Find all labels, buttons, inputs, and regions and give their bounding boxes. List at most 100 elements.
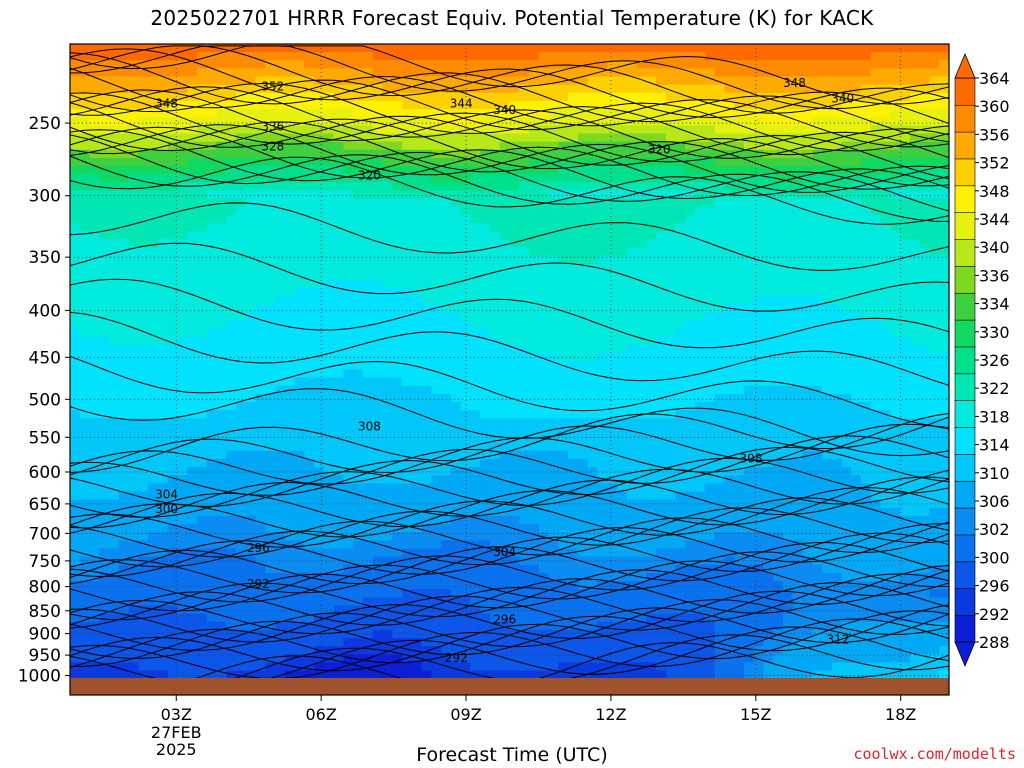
field-cell [411, 141, 423, 151]
field-cell [372, 174, 384, 183]
field-cell [538, 320, 550, 330]
field-cell [919, 328, 931, 338]
field-cell [538, 271, 550, 281]
field-cell [255, 288, 266, 297]
field-cell [138, 231, 149, 240]
field-cell [802, 84, 813, 94]
field-cell [851, 190, 862, 200]
field-cell [314, 402, 325, 411]
field-cell [900, 271, 911, 281]
field-cell [70, 141, 81, 151]
field-cell [138, 467, 149, 476]
field-cell [489, 271, 501, 281]
field-cell [480, 214, 491, 224]
field-cell [529, 450, 540, 460]
field-cell [665, 182, 677, 192]
field-cell [226, 483, 237, 493]
field-cell [245, 426, 257, 436]
field-cell [704, 312, 716, 322]
field-cell [323, 271, 335, 281]
field-cell [489, 328, 501, 338]
field-cell [372, 491, 384, 501]
field-cell [148, 385, 159, 395]
field-cell [802, 92, 813, 102]
field-cell [753, 68, 765, 78]
field-cell [421, 68, 432, 78]
field-cell [890, 133, 901, 143]
field-cell [431, 231, 442, 240]
field-cell [577, 60, 589, 70]
field-cell [792, 109, 804, 118]
field-cell [519, 410, 530, 419]
field-cell [470, 491, 481, 501]
field-cell [822, 320, 833, 330]
field-cell [636, 385, 647, 395]
field-cell [763, 271, 774, 281]
field-cell [704, 157, 716, 167]
field-cell [284, 117, 296, 126]
field-cell [470, 133, 481, 143]
field-cell [587, 459, 598, 468]
field-cell [411, 190, 423, 200]
field-cell [519, 68, 530, 78]
field-cell [812, 361, 823, 371]
field-cell [870, 418, 882, 428]
field-cell [577, 255, 589, 265]
field-cell [206, 206, 218, 216]
field-cell [548, 410, 559, 419]
field-cell [939, 174, 949, 183]
field-cell [99, 44, 110, 53]
field-cell [880, 247, 891, 257]
field-cell [646, 149, 657, 159]
field-cell [402, 247, 413, 257]
field-cell [519, 393, 530, 403]
field-cell [402, 296, 413, 305]
field-cell [275, 475, 286, 485]
field-cell [929, 402, 940, 411]
field-cell [236, 52, 247, 61]
field-cell [187, 450, 198, 460]
field-cell [587, 288, 598, 297]
field-cell [519, 328, 530, 338]
field-cell [402, 214, 413, 224]
field-cell [480, 369, 491, 379]
field-cell [743, 223, 755, 232]
field-cell [870, 157, 882, 167]
field-cell [861, 410, 872, 419]
field-cell [636, 361, 647, 371]
field-cell [187, 328, 198, 338]
field-cell [861, 206, 872, 216]
field-cell [265, 174, 276, 183]
field-cell [577, 483, 589, 493]
field-cell [323, 206, 335, 216]
field-cell [743, 483, 755, 493]
field-cell [529, 76, 540, 86]
field-cell [734, 133, 745, 143]
field-cell [314, 247, 325, 257]
field-cell [841, 279, 852, 289]
field-cell [773, 459, 784, 468]
field-cell [919, 100, 931, 110]
field-cell [382, 418, 393, 428]
field-cell [167, 434, 179, 444]
field-cell [167, 442, 179, 452]
field-cell [587, 336, 598, 346]
field-cell [392, 117, 403, 126]
field-cell [392, 141, 403, 151]
field-cell [782, 76, 794, 86]
field-cell [851, 100, 862, 110]
field-cell [812, 247, 823, 257]
field-cell [89, 296, 100, 305]
field-cell [675, 60, 686, 70]
field-cell [802, 60, 813, 70]
field-cell [431, 328, 442, 338]
field-cell [245, 418, 257, 428]
field-cell [323, 459, 335, 468]
field-cell [148, 369, 159, 379]
field-cell [138, 402, 149, 411]
field-cell [343, 450, 354, 460]
field-cell [773, 206, 784, 216]
field-cell [792, 320, 804, 330]
field-cell [363, 190, 374, 200]
field-cell [909, 100, 921, 110]
